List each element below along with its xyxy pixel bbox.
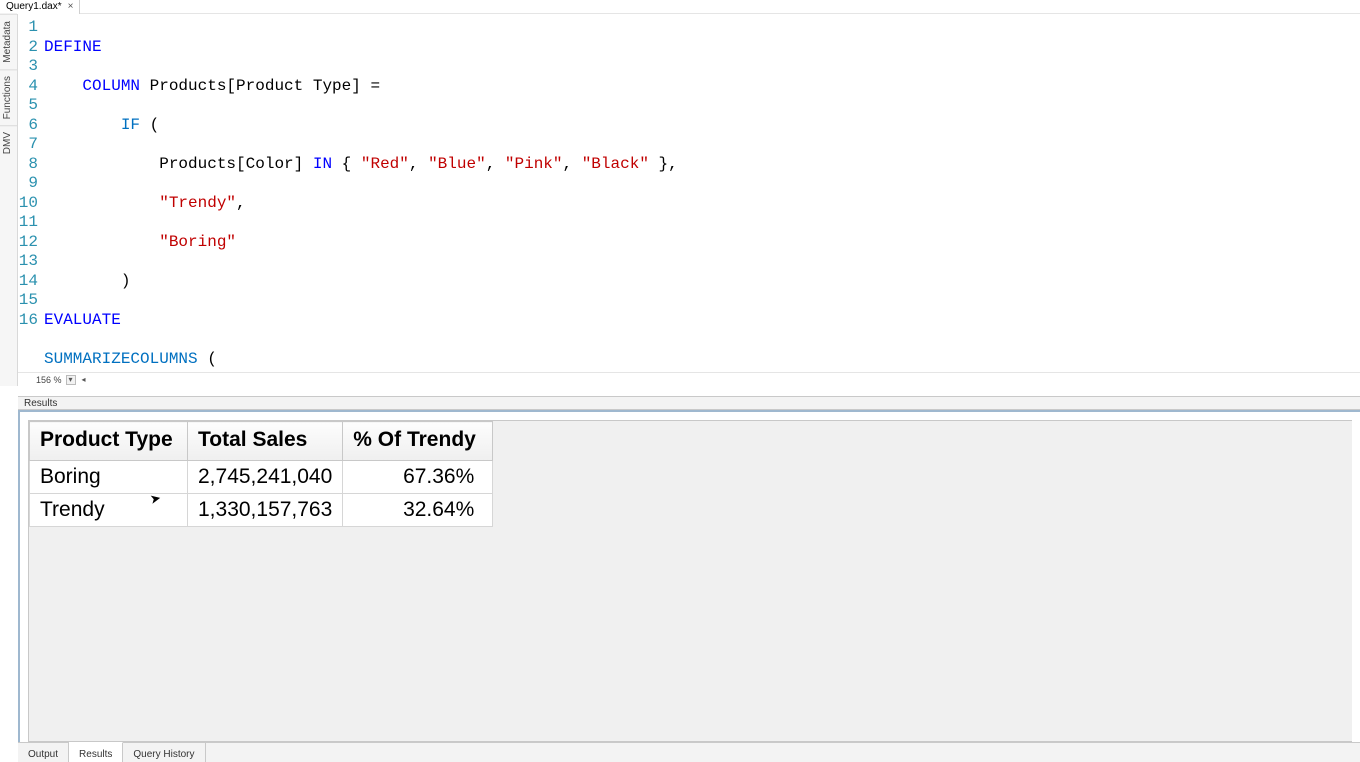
cell-product-type: Boring (30, 461, 188, 494)
results-grid-wrap: Product Type Total Sales % Of Trendy Bor… (28, 420, 1352, 742)
code-editor[interactable]: 1234 5678 9101112 13141516 DEFINE COLUMN… (18, 14, 1360, 372)
side-tab-strip: Metadata Functions DMV (0, 14, 18, 386)
table-row[interactable]: Trendy 1,330,157,763 32.64% (30, 494, 493, 527)
bottom-tab-strip: Output Results Query History (18, 742, 1360, 762)
code-body[interactable]: DEFINE COLUMN Products[Product Type] = I… (44, 14, 783, 372)
col-header-product-type[interactable]: Product Type (30, 422, 188, 461)
tab-output[interactable]: Output (18, 743, 69, 762)
results-panel: Product Type Total Sales % Of Trendy Bor… (18, 410, 1360, 742)
col-header-total-sales[interactable]: Total Sales (188, 422, 343, 461)
side-tab-functions[interactable]: Functions (0, 69, 17, 125)
cell-total-sales: 2,745,241,040 (188, 461, 343, 494)
results-table: Product Type Total Sales % Of Trendy Bor… (29, 421, 493, 527)
results-panel-title: Results (24, 398, 57, 409)
side-fill (0, 386, 18, 762)
hscroll-left-icon[interactable]: ◂ (80, 375, 88, 384)
cell-product-type: Trendy (30, 494, 188, 527)
close-icon[interactable]: × (66, 1, 76, 12)
zoom-dropdown-icon[interactable]: ▾ (66, 375, 76, 385)
document-tab-title: Query1.dax* (6, 1, 62, 12)
tab-results[interactable]: Results (69, 742, 123, 762)
zoom-bar: 156 % ▾ ◂ (18, 372, 1360, 386)
tab-query-history[interactable]: Query History (123, 743, 205, 762)
side-tab-metadata[interactable]: Metadata (0, 14, 17, 69)
col-header-pct-trendy[interactable]: % Of Trendy (343, 422, 493, 461)
results-panel-header: Results (18, 396, 1360, 410)
cell-pct-trendy: 67.36% (343, 461, 493, 494)
cell-pct-trendy: 32.64% (343, 494, 493, 527)
zoom-level: 156 % (36, 375, 62, 385)
side-tab-dmv[interactable]: DMV (0, 125, 17, 160)
cell-total-sales: 1,330,157,763 (188, 494, 343, 527)
table-row[interactable]: Boring 2,745,241,040 67.36% (30, 461, 493, 494)
table-header-row: Product Type Total Sales % Of Trendy (30, 422, 493, 461)
line-number-gutter: 1234 5678 9101112 13141516 (18, 14, 44, 372)
document-tab[interactable]: Query1.dax* × (0, 0, 80, 14)
document-tab-strip: Query1.dax* × (0, 0, 1360, 14)
